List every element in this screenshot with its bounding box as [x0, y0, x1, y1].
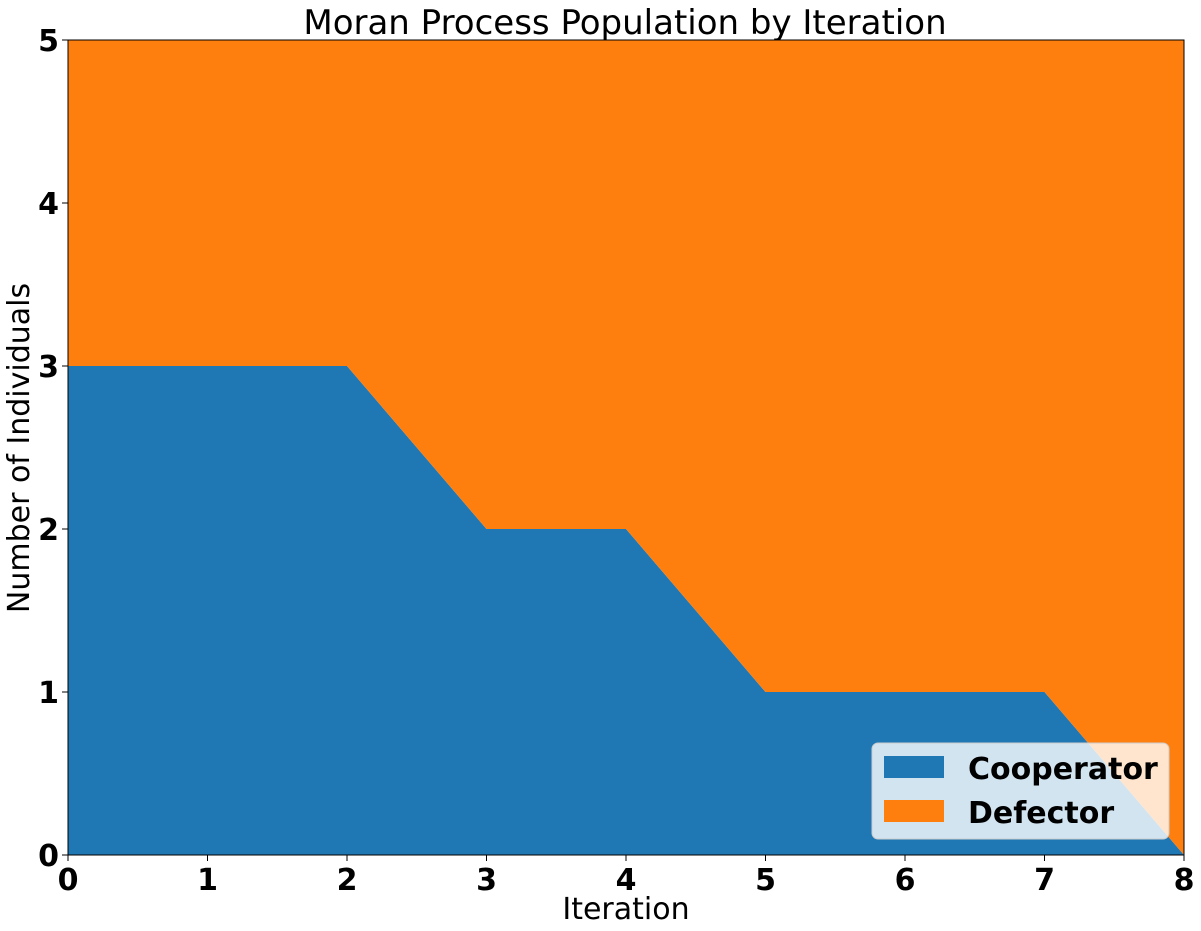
x-tick-label: 1: [197, 863, 218, 898]
x-tick-label: 6: [895, 863, 916, 898]
chart-title: Moran Process Population by Iteration: [303, 3, 946, 43]
y-tick-label: 1: [38, 676, 59, 711]
x-tick-label: 2: [337, 863, 358, 898]
x-axis: 0 1 2 3 4 5 6 7 8: [58, 855, 1195, 898]
x-tick-label: 4: [616, 863, 637, 898]
legend-label-defector: Defector: [968, 796, 1114, 831]
x-tick-label: 3: [476, 863, 497, 898]
area-cooperator: [68, 366, 1184, 855]
y-tick-label: 4: [38, 187, 59, 222]
y-tick-label: 5: [38, 24, 59, 59]
y-tick-label: 0: [38, 839, 59, 874]
legend-label-cooperator: Cooperator: [968, 752, 1158, 787]
x-axis-label: Iteration: [562, 892, 689, 927]
y-axis-label: Number of Individuals: [2, 283, 37, 613]
y-tick-label: 2: [38, 513, 59, 548]
legend-box: [871, 742, 1170, 840]
y-axis: 0 1 2 3 4 5: [38, 24, 68, 874]
x-tick-label: 5: [755, 863, 776, 898]
x-tick-label: 7: [1034, 863, 1055, 898]
legend-swatch-defector: [884, 800, 944, 822]
x-tick-label: 0: [58, 863, 79, 898]
legend-swatch-cooperator: [884, 756, 944, 778]
plot-area: [68, 40, 1184, 855]
legend: Cooperator Defector: [871, 742, 1170, 840]
area-defector: [68, 40, 1184, 855]
x-tick-label: 8: [1174, 863, 1195, 898]
y-tick-label: 3: [38, 350, 59, 385]
